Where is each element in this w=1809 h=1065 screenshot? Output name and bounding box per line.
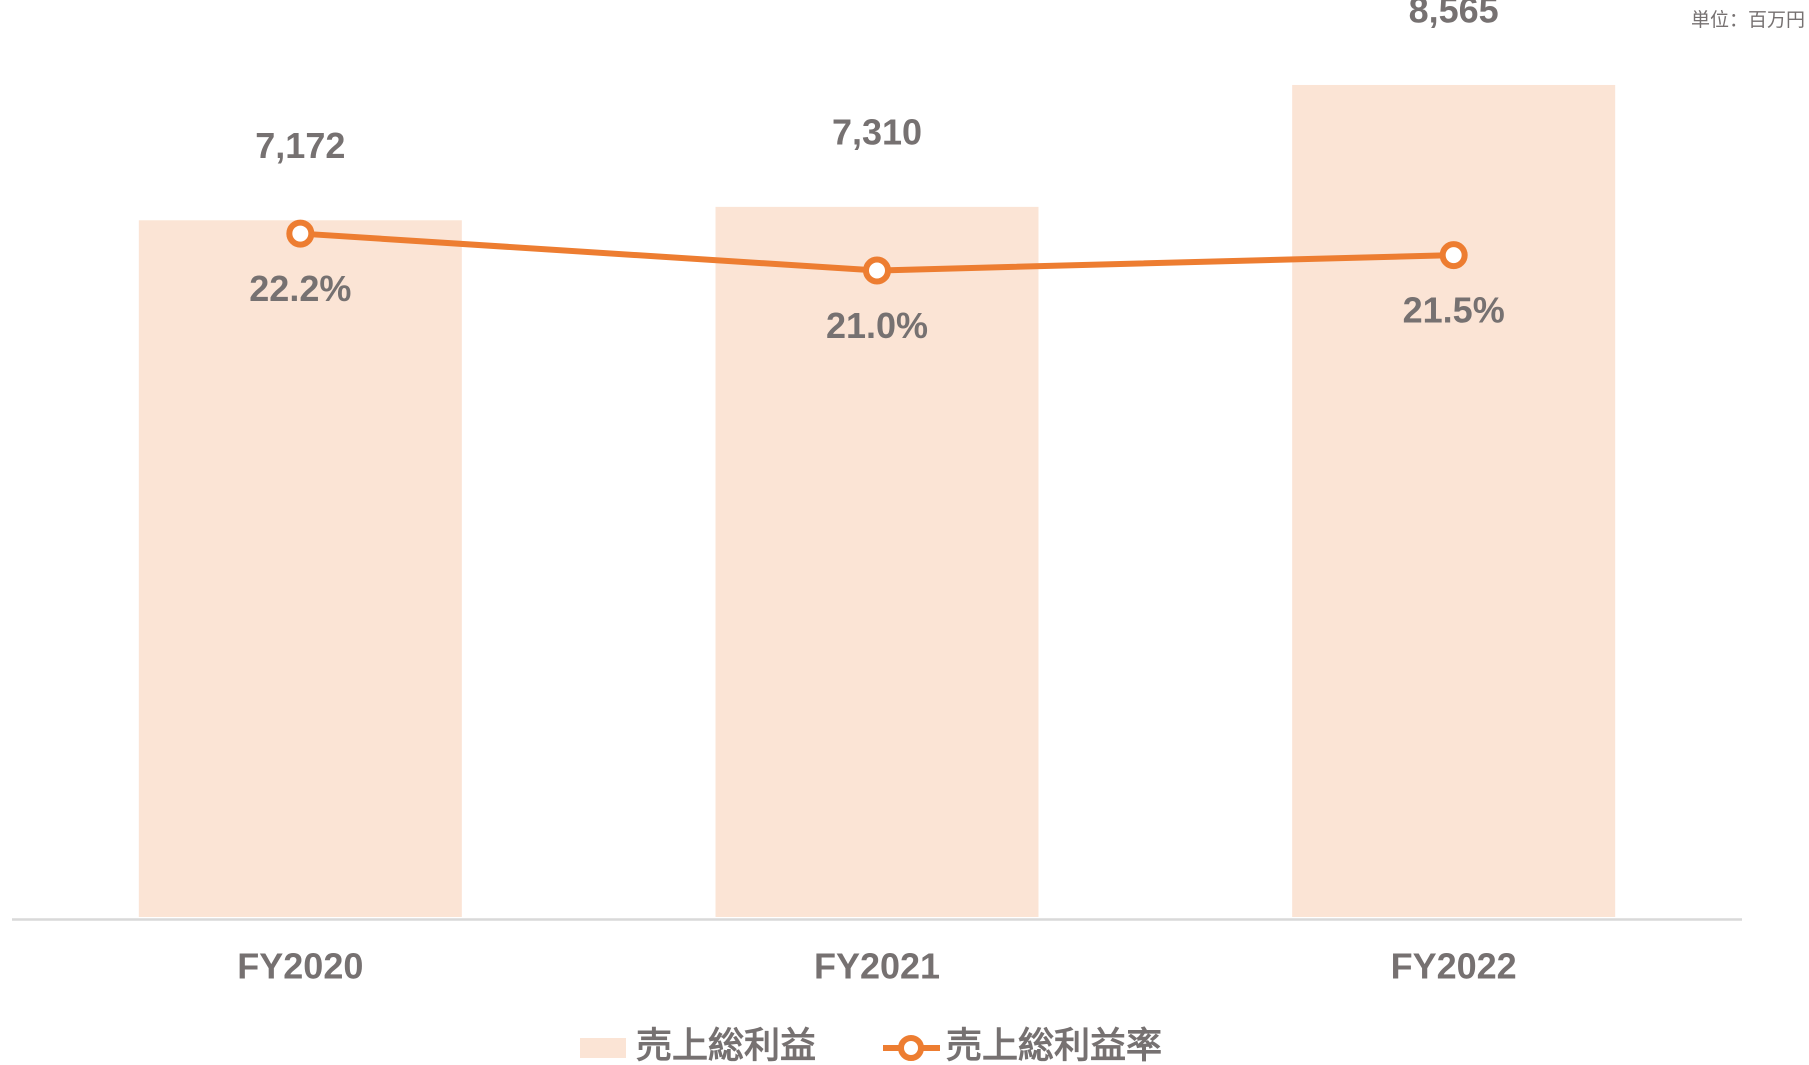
legend-swatch [580, 1038, 626, 1058]
bar [715, 206, 1039, 917]
line-marker [286, 219, 315, 248]
data-label: 7,310 [832, 111, 922, 152]
x-tick-label: FY2020 [237, 946, 363, 987]
legend-swatch [898, 1035, 924, 1061]
data-label: 8,565 [1409, 0, 1499, 30]
data-label: 7,172 [255, 125, 345, 166]
legend-label: 売上総利益 [636, 1025, 816, 1065]
unit-label: 単位：百万円 [1691, 9, 1805, 31]
data-label: 21.0% [826, 305, 928, 346]
line-marker [863, 256, 891, 285]
bar [1292, 84, 1616, 918]
data-label: 21.5% [1403, 290, 1505, 331]
bar [138, 220, 462, 918]
legend-label: 売上総利益率 [946, 1025, 1162, 1065]
x-tick-label: FY2022 [1391, 946, 1517, 987]
line-marker [1439, 241, 1468, 270]
x-tick-label: FY2021 [814, 946, 940, 987]
data-label: 22.2% [249, 268, 351, 309]
